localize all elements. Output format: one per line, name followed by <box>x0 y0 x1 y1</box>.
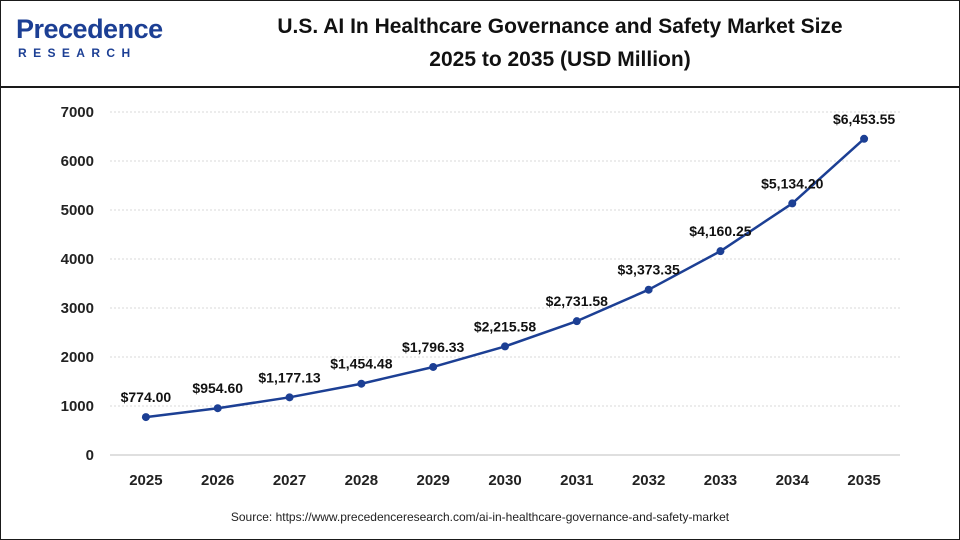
y-tick-label: 5000 <box>61 202 94 219</box>
data-point <box>644 285 653 294</box>
data-label: $1,454.48 <box>330 356 392 372</box>
source-note: Source: https://www.precedenceresearch.c… <box>230 510 730 524</box>
y-tick-label: 7000 <box>61 104 94 121</box>
y-tick-label: 2000 <box>61 349 94 366</box>
data-point <box>213 404 222 413</box>
chart-title-line2: 2025 to 2035 (USD Million) <box>429 48 691 71</box>
x-tick-label: 2025 <box>129 472 162 489</box>
header: Precedence RESEARCH U.S. AI In Healthcar… <box>0 0 960 88</box>
grid-lines <box>110 111 900 407</box>
chart-title-line1: U.S. AI In Healthcare Governance and Saf… <box>277 15 843 38</box>
data-point <box>357 379 366 388</box>
brand-logo: Precedence RESEARCH <box>16 10 176 70</box>
data-label: $774.00 <box>121 389 172 405</box>
data-labels: $774.00 $954.60 $1,177.13 $1,454.48 $1,796.3… <box>121 111 896 405</box>
y-tick-label: 0 <box>86 447 94 464</box>
y-tick-label: 4000 <box>61 251 94 268</box>
data-point <box>860 134 869 143</box>
chart-title: U.S. AI In Healthcare Governance and Saf… <box>200 10 920 76</box>
data-label: $2,731.58 <box>546 293 608 309</box>
data-point <box>572 317 581 326</box>
data-label: $2,215.58 <box>474 318 536 334</box>
data-label: $1,177.13 <box>258 369 320 385</box>
x-tick-label: 2026 <box>201 472 234 489</box>
x-tick-label: 2034 <box>776 472 810 489</box>
data-point <box>716 247 725 256</box>
axes: 0 1000 2000 3000 4000 5000 6000 7000 2025 2026 202… <box>61 104 900 489</box>
data-point <box>141 413 150 422</box>
x-tick-label: 2027 <box>273 472 306 489</box>
x-tick-label: 2029 <box>416 472 449 489</box>
y-tick-label: 6000 <box>61 153 94 170</box>
y-tick-label: 1000 <box>61 398 94 415</box>
x-tick-label: 2035 <box>847 472 880 489</box>
data-label: $4,160.25 <box>689 223 751 239</box>
x-tick-label: 2032 <box>632 472 665 489</box>
y-tick-label: 3000 <box>61 300 94 317</box>
x-tick-label: 2031 <box>560 472 593 489</box>
series-line <box>145 137 865 419</box>
series-layer <box>141 134 869 422</box>
data-label: $6,453.55 <box>833 111 895 127</box>
logo-wordmark: Precedence <box>16 14 163 44</box>
data-label: $1,796.33 <box>402 339 464 355</box>
data-point <box>285 393 294 402</box>
data-point <box>788 199 797 208</box>
data-point <box>429 362 438 371</box>
data-label: $3,373.35 <box>617 262 679 278</box>
data-label: $5,134.20 <box>761 175 823 191</box>
x-tick-label: 2030 <box>488 472 521 489</box>
x-tick-label: 2028 <box>345 472 378 489</box>
data-label: $954.60 <box>192 380 243 396</box>
data-point <box>501 342 509 351</box>
x-tick-label: 2033 <box>704 472 737 489</box>
logo-subtext: RESEARCH <box>18 46 137 60</box>
